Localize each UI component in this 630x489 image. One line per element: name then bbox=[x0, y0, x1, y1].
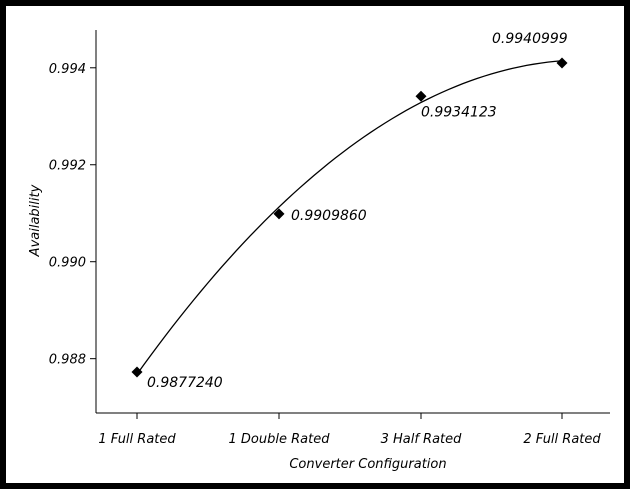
y-axis-title: Availability bbox=[28, 184, 43, 257]
data-labels: 0.9877240 0.9909860 0.9934123 0.9940999 bbox=[147, 31, 568, 391]
x-ticks: 1 Full Rated 1 Double Rated 3 Half Rated 2 … bbox=[98, 413, 601, 447]
y-tick-label: 0.990 bbox=[49, 256, 86, 271]
x-tick-label: 1 Double Rated bbox=[229, 432, 331, 447]
data-markers bbox=[131, 57, 568, 378]
data-point-marker bbox=[131, 366, 143, 378]
data-point-label: 0.9934123 bbox=[421, 104, 497, 120]
x-tick-label: 1 Full Rated bbox=[98, 432, 176, 447]
y-tick-label: 0.988 bbox=[49, 353, 86, 368]
x-tick-label: 3 Half Rated bbox=[381, 432, 463, 447]
y-tick-label: 0.994 bbox=[49, 62, 86, 77]
y-tick-label: 0.992 bbox=[49, 159, 86, 174]
data-point-marker bbox=[273, 208, 285, 220]
data-point-label: 0.9909860 bbox=[291, 208, 367, 224]
data-point-label: 0.9940999 bbox=[492, 31, 568, 47]
data-point-marker bbox=[556, 57, 568, 69]
data-point-label: 0.9877240 bbox=[147, 375, 223, 391]
x-axis-title: Converter Configuration bbox=[289, 457, 446, 472]
y-ticks: 0.988 0.990 0.992 0.994 bbox=[49, 62, 96, 368]
data-point-marker bbox=[415, 90, 427, 102]
trend-curve bbox=[136, 60, 563, 375]
x-tick-label: 2 Full Rated bbox=[523, 432, 601, 447]
axes bbox=[95, 30, 610, 414]
